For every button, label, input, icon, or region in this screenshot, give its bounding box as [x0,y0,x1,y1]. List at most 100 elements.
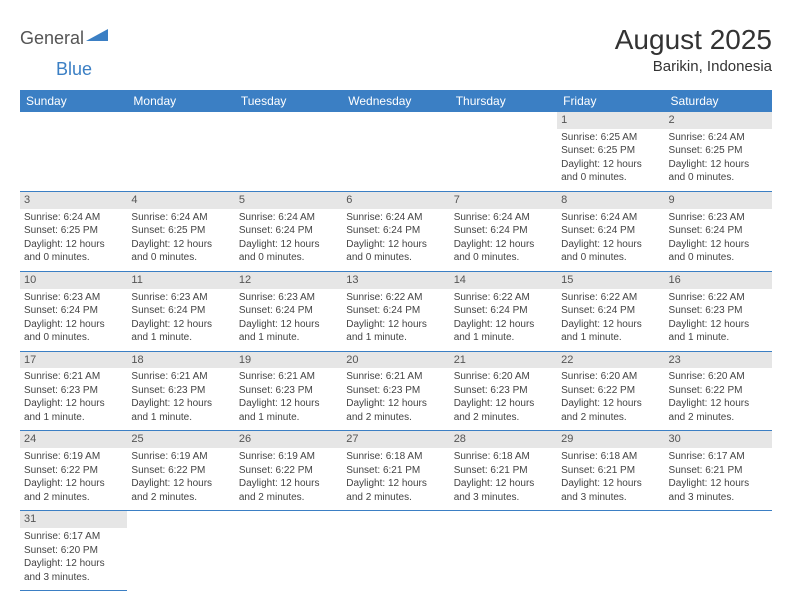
daylight-text: Daylight: 12 hours and 1 minute. [561,318,660,345]
daylight-text: Daylight: 12 hours and 1 minute. [669,318,768,345]
calendar-cell: 13Sunrise: 6:22 AMSunset: 6:24 PMDayligh… [342,271,449,351]
logo-flag-icon [86,29,108,48]
daylight-text: Daylight: 12 hours and 1 minute. [131,397,230,424]
daylight-text: Daylight: 12 hours and 1 minute. [24,397,123,424]
calendar-week: 1Sunrise: 6:25 AMSunset: 6:25 PMDaylight… [20,112,772,191]
sunrise-text: Sunrise: 6:23 AM [24,291,123,305]
sunset-text: Sunset: 6:24 PM [239,304,338,318]
calendar-cell: 29Sunrise: 6:18 AMSunset: 6:21 PMDayligh… [557,431,664,511]
sunset-text: Sunset: 6:24 PM [669,224,768,238]
sunrise-text: Sunrise: 6:22 AM [454,291,553,305]
calendar-cell: 20Sunrise: 6:21 AMSunset: 6:23 PMDayligh… [342,351,449,431]
sunrise-text: Sunrise: 6:24 AM [561,211,660,225]
calendar-cell: 14 Sunrise: 6:22 AMSunset: 6:24 PMDayligh… [450,271,557,351]
day-number: 6 [342,192,449,209]
sunset-text: Sunset: 6:23 PM [239,384,338,398]
sunrise-text: Sunrise: 6:19 AM [131,450,230,464]
calendar-cell: 5Sunrise: 6:24 AMSunset: 6:24 PMDaylight… [235,191,342,271]
daylight-text: Daylight: 12 hours and 0 minutes. [561,238,660,265]
day-number: 11 [127,272,234,289]
day-number: 7 [450,192,557,209]
sunrise-text: Sunrise: 6:24 AM [669,131,768,145]
sunset-text: Sunset: 6:24 PM [24,304,123,318]
sunrise-text: Sunrise: 6:19 AM [239,450,338,464]
calendar-cell: 12Sunrise: 6:23 AMSunset: 6:24 PMDayligh… [235,271,342,351]
day-number: 4 [127,192,234,209]
month-title: August 2025 [615,24,772,56]
calendar-cell: 4Sunrise: 6:24 AMSunset: 6:25 PMDaylight… [127,191,234,271]
calendar-week: 17Sunrise: 6:21 AMSunset: 6:23 PMDayligh… [20,351,772,431]
logo: General [20,24,110,49]
sunrise-text: Sunrise: 6:22 AM [561,291,660,305]
day-number: 17 [20,352,127,369]
daylight-text: Daylight: 12 hours and 2 minutes. [561,397,660,424]
daylight-text: Daylight: 12 hours and 1 minute. [346,318,445,345]
sunset-text: Sunset: 6:23 PM [454,384,553,398]
sunrise-text: Sunrise: 6:17 AM [24,530,123,544]
day-number: 9 [665,192,772,209]
sunset-text: Sunset: 6:23 PM [131,384,230,398]
sunset-text: Sunset: 6:24 PM [131,304,230,318]
calendar-cell: 22Sunrise: 6:20 AMSunset: 6:22 PMDayligh… [557,351,664,431]
sunrise-text: Sunrise: 6:22 AM [669,291,768,305]
daylight-text: Daylight: 12 hours and 2 minutes. [24,477,123,504]
day-number: 2 [665,112,772,129]
day-number: 20 [342,352,449,369]
sunset-text: Sunset: 6:22 PM [24,464,123,478]
calendar-cell: 26Sunrise: 6:19 AMSunset: 6:22 PMDayligh… [235,431,342,511]
sunset-text: Sunset: 6:25 PM [24,224,123,238]
dayname-header: Sunday [20,90,127,112]
dayname-header: Monday [127,90,234,112]
dayname-header: Thursday [450,90,557,112]
day-number: 14 [450,272,557,289]
sunset-text: Sunset: 6:25 PM [131,224,230,238]
calendar-week: 31Sunrise: 6:17 AMSunset: 6:20 PMDayligh… [20,511,772,591]
day-number: 30 [665,431,772,448]
sunrise-text: Sunrise: 6:23 AM [239,291,338,305]
sunrise-text: Sunrise: 6:20 AM [454,370,553,384]
sunset-text: Sunset: 6:21 PM [454,464,553,478]
calendar-head: SundayMondayTuesdayWednesdayThursdayFrid… [20,90,772,112]
sunrise-text: Sunrise: 6:23 AM [669,211,768,225]
daylight-text: Daylight: 12 hours and 1 minute. [454,318,553,345]
sunset-text: Sunset: 6:24 PM [454,304,553,318]
sunset-text: Sunset: 6:22 PM [239,464,338,478]
day-number: 25 [127,431,234,448]
calendar-week: 10Sunrise: 6:23 AMSunset: 6:24 PMDayligh… [20,271,772,351]
daylight-text: Daylight: 12 hours and 0 minutes. [239,238,338,265]
daylight-text: Daylight: 12 hours and 3 minutes. [24,557,123,584]
day-number: 8 [557,192,664,209]
calendar-cell [450,511,557,591]
dayname-header: Tuesday [235,90,342,112]
daylight-text: Daylight: 12 hours and 2 minutes. [131,477,230,504]
sunrise-text: Sunrise: 6:24 AM [131,211,230,225]
calendar-cell: 27Sunrise: 6:18 AMSunset: 6:21 PMDayligh… [342,431,449,511]
sunrise-text: Sunrise: 6:22 AM [346,291,445,305]
daylight-text: Daylight: 12 hours and 2 minutes. [346,397,445,424]
sunrise-text: Sunrise: 6:18 AM [561,450,660,464]
day-number: 1 [557,112,664,129]
sunrise-text: Sunrise: 6:24 AM [346,211,445,225]
sunset-text: Sunset: 6:25 PM [669,144,768,158]
calendar-cell [235,511,342,591]
calendar-cell [20,112,127,191]
calendar-week: 24Sunrise: 6:19 AMSunset: 6:22 PMDayligh… [20,431,772,511]
daylight-text: Daylight: 12 hours and 0 minutes. [346,238,445,265]
daylight-text: Daylight: 12 hours and 2 minutes. [454,397,553,424]
sunset-text: Sunset: 6:24 PM [561,224,660,238]
sunset-text: Sunset: 6:24 PM [239,224,338,238]
daylight-text: Daylight: 12 hours and 2 minutes. [669,397,768,424]
day-number: 10 [20,272,127,289]
sunrise-text: Sunrise: 6:19 AM [24,450,123,464]
sunset-text: Sunset: 6:21 PM [669,464,768,478]
calendar-week: 3Sunrise: 6:24 AMSunset: 6:25 PMDaylight… [20,191,772,271]
daylight-text: Daylight: 12 hours and 3 minutes. [669,477,768,504]
sunrise-text: Sunrise: 6:24 AM [239,211,338,225]
sunset-text: Sunset: 6:22 PM [669,384,768,398]
sunset-text: Sunset: 6:20 PM [24,544,123,558]
daylight-text: Daylight: 12 hours and 3 minutes. [454,477,553,504]
sunset-text: Sunset: 6:25 PM [561,144,660,158]
location: Barikin, Indonesia [615,58,772,75]
calendar-cell: 11Sunrise: 6:23 AMSunset: 6:24 PMDayligh… [127,271,234,351]
sunrise-text: Sunrise: 6:18 AM [346,450,445,464]
